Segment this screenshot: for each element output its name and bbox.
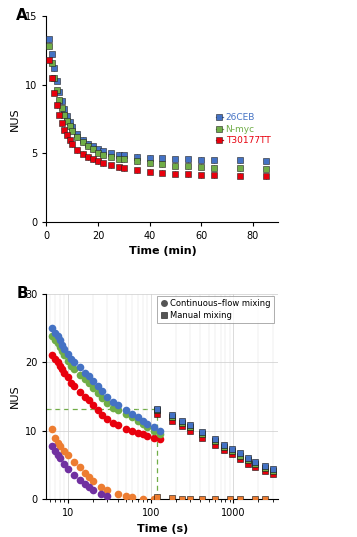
X-axis label: Time (s): Time (s) <box>137 524 188 534</box>
Text: T30177TT: T30177TT <box>0 536 1 537</box>
Y-axis label: NUS: NUS <box>9 385 19 409</box>
X-axis label: Time (min): Time (min) <box>129 246 196 256</box>
Text: TBA: TBA <box>0 536 1 537</box>
Y-axis label: NUS: NUS <box>9 107 19 130</box>
Legend: Continuous–flow mixing, Manual mixing: Continuous–flow mixing, Manual mixing <box>157 296 274 323</box>
Legend: 26CEB, N-myc, T30177TT: 26CEB, N-myc, T30177TT <box>212 110 274 149</box>
Text: ds26: ds26 <box>0 536 1 537</box>
Text: B: B <box>16 286 28 301</box>
Text: 26CEB: 26CEB <box>0 536 1 537</box>
Text: N-Myc: N-Myc <box>0 536 1 537</box>
Text: A: A <box>16 8 28 23</box>
